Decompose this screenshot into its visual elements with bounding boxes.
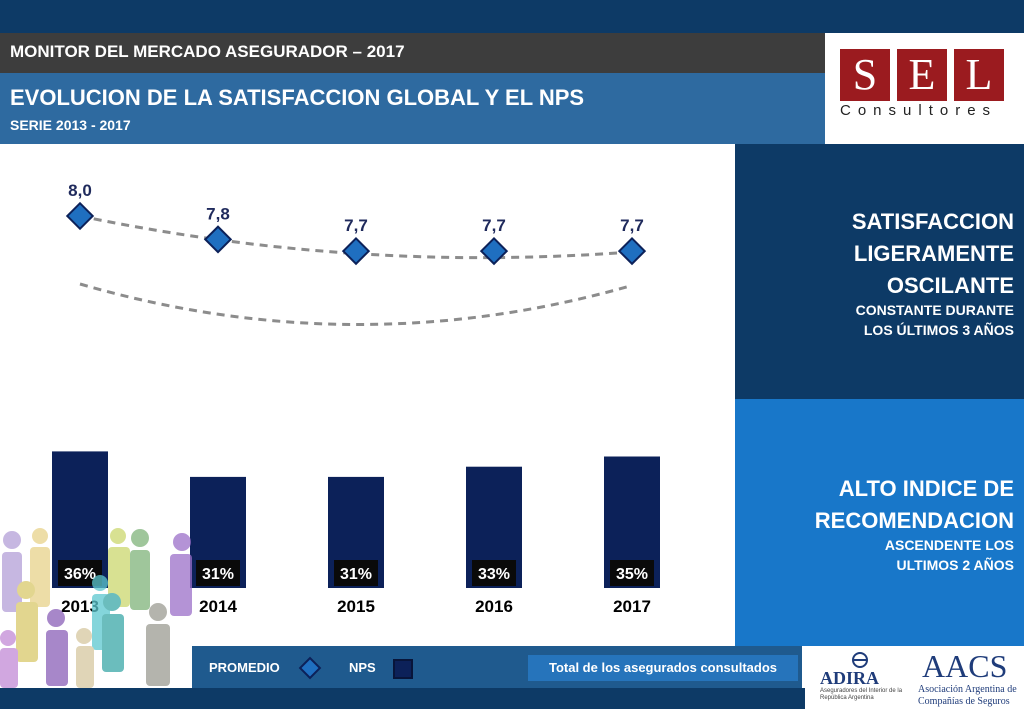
nps-label-box (334, 560, 378, 586)
promedio-marker (617, 236, 647, 266)
adira-logo: ADIRA (820, 668, 880, 688)
report-title: MONITOR DEL MERCADO ASEGURADOR – 2017 (10, 42, 405, 61)
slide-subtitle: SERIE 2013 - 2017 (10, 117, 131, 133)
recommendation-headline-2: RECOMENDACION (814, 508, 1014, 533)
satisfaction-headline-3: OSCILANTE (886, 273, 1014, 298)
logo-letter-e: E (897, 49, 947, 101)
year-tick-label: 2014 (199, 597, 237, 616)
nps-value-label: 31% (202, 566, 234, 583)
nps-trend-line (79, 282, 631, 326)
legend-total-note: Total de los asegurados consultados (528, 655, 798, 681)
people-illustration (0, 528, 192, 688)
bottom-band (0, 688, 805, 709)
promedio-value-label: 7,7 (620, 216, 644, 235)
promedio-marker (341, 236, 371, 266)
logo-letter-l: L (954, 49, 1004, 101)
chart-legend: PROMEDIO NPS Total de los asegurados con… (192, 646, 802, 688)
legend-nps-label: NPS (349, 660, 376, 675)
adira-emblem-icon (852, 652, 868, 668)
legend-diamond-icon (298, 656, 322, 680)
chart: 36% 2013 31% 2014 31% 2015 33% 2016 35% 2017 8,0 7… (52, 181, 660, 616)
year-tick-label: 2017 (613, 597, 651, 616)
nps-label-box (196, 560, 240, 586)
promedio-value-label: 7,8 (206, 204, 230, 223)
promedio-value-label: 7,7 (482, 216, 506, 235)
aacs-logo: AACS (922, 648, 1008, 684)
year-tick-label: 2013 (61, 597, 99, 616)
promedio-marker (65, 201, 95, 231)
year-tick-label: 2015 (337, 597, 375, 616)
satisfaction-headline-1: SATISFACCION (851, 209, 1014, 234)
nps-value-label: 31% (340, 566, 372, 583)
sponsor-logos: ADIRA Aseguradores del Interior de la Re… (805, 646, 1024, 709)
recommendation-note-2: ULTIMOS 2 AÑOS (896, 557, 1014, 573)
satisfaction-note-1: CONSTANTE DURANTE (855, 302, 1014, 318)
slide-title: EVOLUCION DE LA SATISFACCION GLOBAL Y EL… (10, 85, 585, 110)
nps-value-label: 36% (64, 566, 96, 583)
year-tick-label: 2016 (475, 597, 513, 616)
promedio-trend-line (79, 214, 631, 260)
nps-label-box (472, 560, 516, 586)
nps-value-label: 33% (478, 566, 510, 583)
adira-subtitle: Aseguradores del Interior de la Repúblic… (820, 688, 903, 701)
report-header: MONITOR DEL MERCADO ASEGURADOR – 2017 (0, 33, 825, 73)
top-band (0, 0, 1024, 33)
logo-letter-s: S (840, 49, 890, 101)
logo-tagline: Consultores (840, 102, 998, 119)
promedio-value-label: 8,0 (68, 181, 92, 200)
satisfaction-headline-2: LIGERAMENTE (853, 241, 1014, 266)
promedio-marker (479, 236, 509, 266)
nps-value-label: 35% (616, 566, 648, 583)
promedio-value-label: 7,7 (344, 216, 368, 235)
sel-logo: S E L Consultores (825, 33, 1024, 144)
slide-header: EVOLUCION DE LA SATISFACCION GLOBAL Y EL… (0, 73, 825, 144)
nps-label-box (610, 560, 654, 586)
aacs-subtitle: Asociación Argentina de Compañías de Seg… (918, 684, 1017, 707)
person-figures-icon (0, 528, 192, 688)
recommendation-note-1: ASCENDENTE LOS (884, 537, 1014, 553)
recommendation-headline-1: ALTO INDICE DE (838, 476, 1014, 501)
satisfaction-panel: SATISFACCION LIGERAMENTE OSCILANTE CONST… (735, 144, 1024, 399)
recommendation-panel: ALTO INDICE DE RECOMENDACION ASCENDENTE … (735, 399, 1024, 646)
legend-promedio-label: PROMEDIO (209, 660, 280, 675)
promedio-marker (203, 225, 233, 254)
legend-square-icon (393, 659, 413, 679)
satisfaction-note-2: LOS ÚLTIMOS 3 AÑOS (863, 322, 1014, 338)
